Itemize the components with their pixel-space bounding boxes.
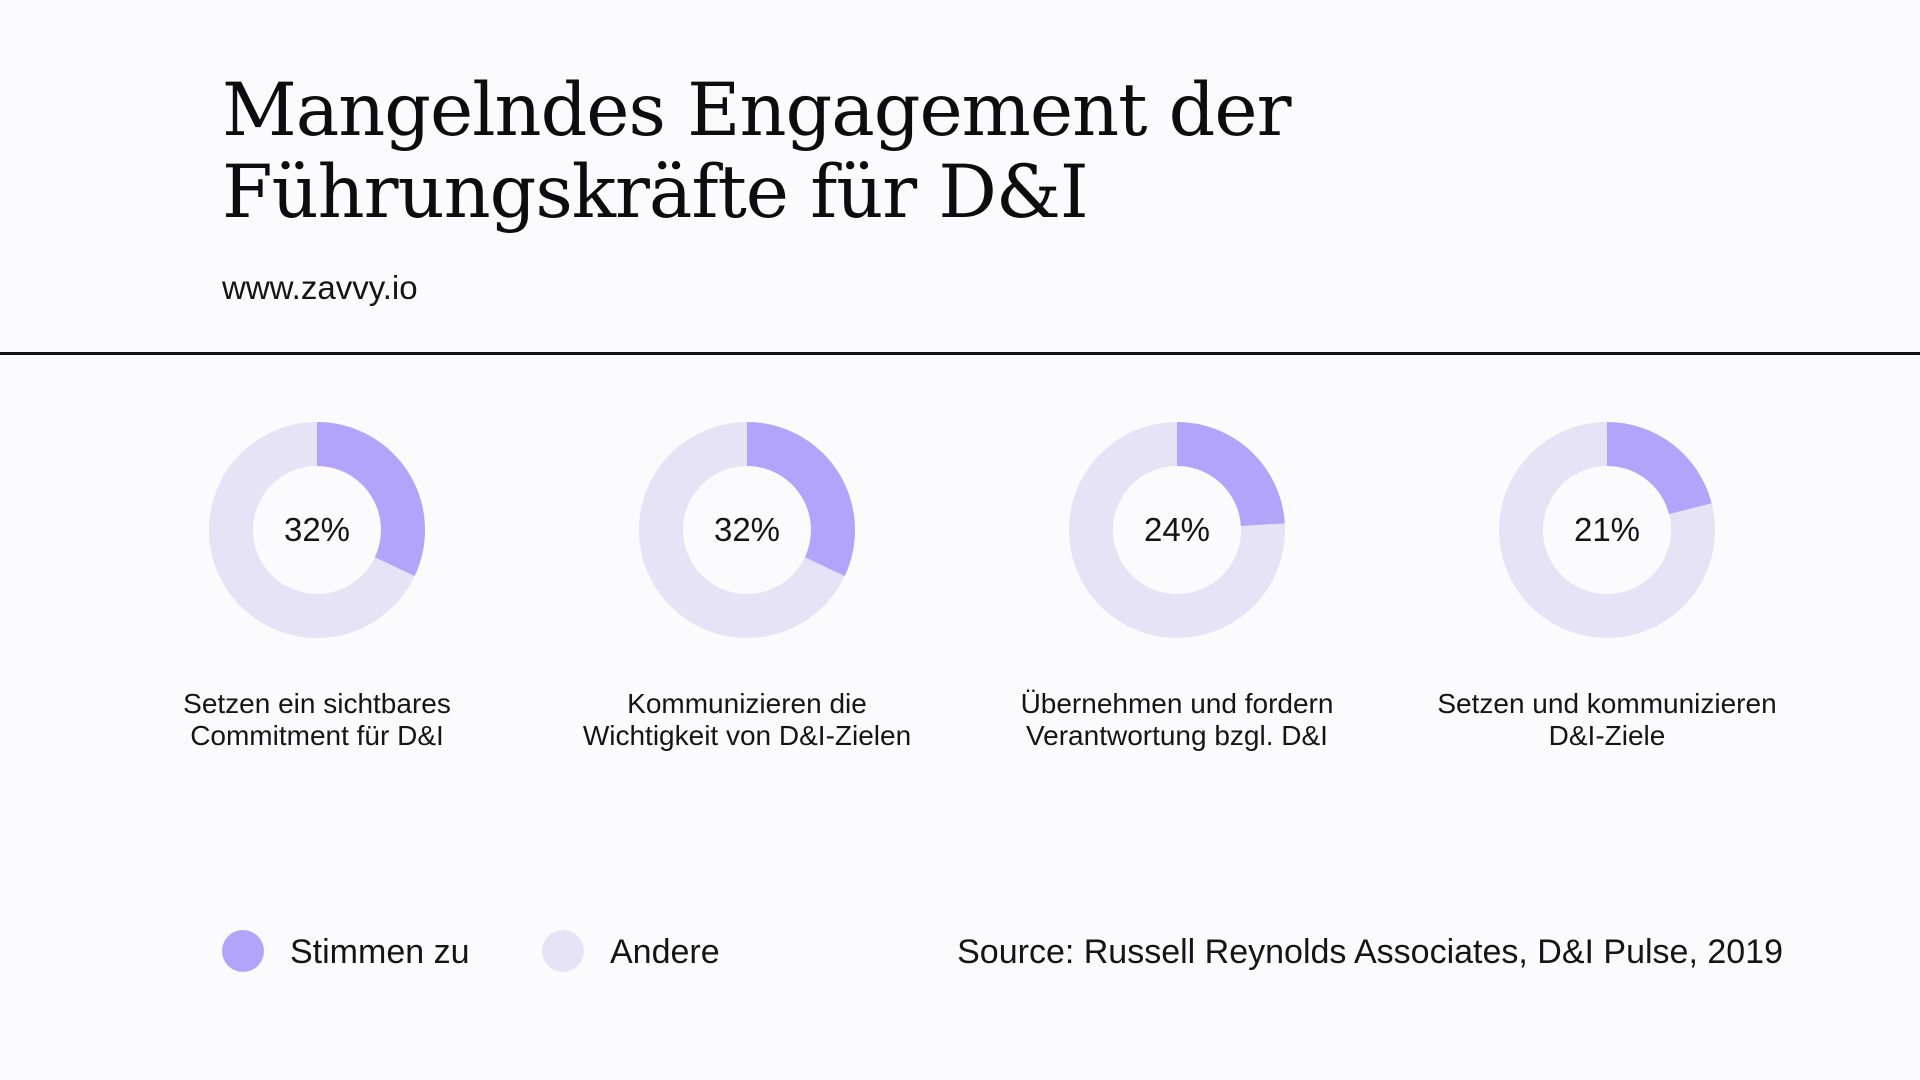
donut-caption: Kommunizieren die Wichtigkeit von D&I-Zi… (537, 688, 957, 752)
caption-line: Kommunizieren die (627, 688, 867, 719)
donut-caption: Setzen und kommunizieren D&I-Ziele (1397, 688, 1817, 752)
caption-line: Übernehmen und fordern (1020, 688, 1334, 719)
caption-line: D&I-Ziele (1548, 720, 1666, 751)
donut-value-label: 32% (283, 511, 351, 548)
donut-value-label: 21% (1573, 511, 1641, 548)
donut-svg (209, 422, 425, 638)
donut-ring-agree (1499, 422, 1715, 638)
donut-svg (1499, 422, 1715, 638)
website-url: www.zavvy.io (222, 269, 418, 306)
donut-ring-agree (639, 422, 855, 638)
legend-label-agree: Stimmen zu (290, 933, 470, 971)
caption-line: Setzen ein sichtbares (183, 688, 451, 719)
donut-svg (1069, 422, 1285, 638)
donut-ring-agree (209, 422, 425, 638)
donut-chart: 24% (1067, 420, 1287, 640)
donut-caption: Setzen ein sichtbares Commitment für D&I (107, 688, 527, 752)
divider (0, 352, 1920, 355)
caption-line: Verantwortung bzgl. D&I (1026, 720, 1328, 751)
donut-svg (639, 422, 855, 638)
page-title: Mangelndes Engagement der Führungskräfte… (222, 68, 1291, 235)
legend-swatch-agree (222, 930, 264, 972)
donut-ring-agree (1069, 422, 1285, 638)
legend-swatch-other (542, 930, 584, 972)
donut-chart: 32% (207, 420, 427, 640)
donut-value-label: 32% (713, 511, 781, 548)
caption-line: Commitment für D&I (190, 720, 444, 751)
source-note: Source: Russell Reynolds Associates, D&I… (957, 933, 1783, 971)
caption-line: Wichtigkeit von D&I-Zielen (582, 720, 912, 751)
donut-caption: Übernehmen und fordern Verantwortung bzg… (967, 688, 1387, 752)
caption-line: Setzen und kommunizieren (1437, 688, 1777, 719)
legend-label-other: Andere (610, 933, 720, 971)
donut-chart: 21% (1497, 420, 1717, 640)
donut-value-label: 24% (1143, 511, 1211, 548)
donut-chart: 32% (637, 420, 857, 640)
